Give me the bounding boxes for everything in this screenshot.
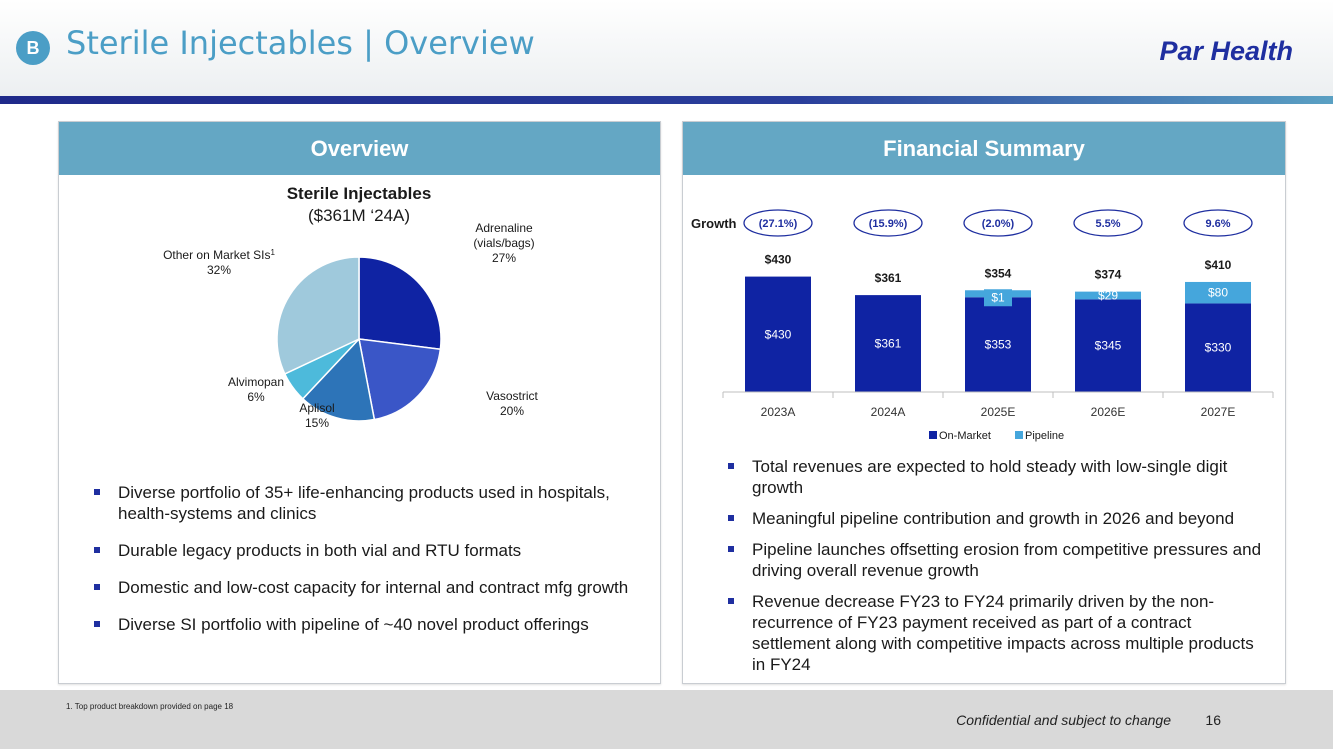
growth-oval-2023A: [743, 209, 813, 237]
growth-oval-2024A: [853, 209, 923, 237]
bar-pipeline-2026E: [1075, 291, 1141, 300]
financial-bullet-2: Meaningful pipeline contribution and gro…: [726, 508, 1271, 529]
growth-value-2027E: 9.6%: [1205, 218, 1230, 230]
growth-value-2024A: (15.9%): [869, 218, 908, 230]
growth-value-2025E: (2.0%): [982, 218, 1015, 230]
page-title: Sterile Injectables | Overview: [66, 24, 535, 62]
bar-total-2027E: $410: [1205, 258, 1232, 272]
page-number: 16: [1205, 712, 1221, 728]
pie-label-1: Adrenaline (vials/bags) 27%: [473, 221, 534, 265]
portfolio-pie-chart: Sterile Injectables ($361M ‘24A) Adrenal…: [163, 184, 538, 430]
bar-on-market-2026E: [1075, 299, 1141, 392]
bar-pipeline-label-bg-2025E: [984, 289, 1012, 307]
financial-bullets: Total revenues are expected to hold stea…: [726, 456, 1271, 685]
header-divider: [0, 96, 1333, 104]
bar-on-market-2023A: [745, 276, 811, 392]
financial-panel: Financial Summary Growth (27.1%) (15.9%) (…: [682, 121, 1286, 684]
bar-total-2024A: $361: [875, 271, 902, 285]
pie-label-2: Vasostrict 20%: [486, 389, 538, 418]
pie-slice-5: [276, 256, 360, 375]
x-tick-label-2024A: 2024A: [871, 405, 906, 419]
growth-oval-2027E: [1183, 209, 1253, 237]
legend-label-1: On-Market: [939, 430, 991, 442]
growth-label: Growth: [691, 216, 737, 231]
bar-label-on-market-2026E: $345: [1095, 339, 1122, 353]
growth-value-2023A: (27.1%): [759, 218, 798, 230]
growth-oval-2026E: [1073, 209, 1143, 237]
legend-swatch-2: [1015, 431, 1023, 439]
pie-slice-3: [301, 337, 376, 422]
bar-label-on-market-2023A: $430: [765, 327, 792, 341]
footer: 1. Top product breakdown provided on pag…: [0, 690, 1333, 749]
overview-bullet-3: Domestic and low-cost capacity for inter…: [92, 577, 637, 598]
bar-label-on-market-2024A: $361: [875, 337, 902, 351]
x-tick-label-2027E: 2027E: [1201, 405, 1236, 419]
pie-slice-2: [358, 338, 442, 421]
brand-logo: Par Health: [1159, 36, 1293, 66]
bar-label-pipeline-2026E: $29: [1098, 289, 1118, 303]
bar-total-2026E: $374: [1095, 268, 1122, 282]
footnote: 1. Top product breakdown provided on pag…: [66, 702, 234, 711]
financial-bullet-3: Pipeline launches offsetting erosion fro…: [726, 539, 1271, 581]
pie-title: Sterile Injectables: [287, 184, 432, 203]
overview-bullets: Diverse portfolio of 35+ life-enhancing …: [92, 482, 637, 651]
bar-label-pipeline-2027E: $80: [1208, 286, 1228, 300]
pie-slice-1: [358, 256, 442, 351]
bar-label-pipeline-2025E: $1: [991, 290, 1005, 304]
bar-label-on-market-2027E: $330: [1205, 341, 1232, 355]
bar-on-market-2024A: [855, 295, 921, 392]
bar-pipeline-2027E: [1185, 281, 1251, 304]
pie-label-4: Alvimopan 6%: [228, 375, 284, 404]
bar-total-2023A: $430: [765, 253, 792, 267]
growth-value-2026E: 5.5%: [1095, 218, 1120, 230]
overview-bullet-2: Durable legacy products in both vial and…: [92, 540, 637, 561]
overview-heading: Overview: [59, 122, 660, 175]
confidential-note: Confidential and subject to change: [956, 712, 1171, 728]
financial-heading: Financial Summary: [683, 122, 1285, 175]
financial-bullet-4: Revenue decrease FY23 to FY24 primarily …: [726, 591, 1271, 675]
overview-bullet-4: Diverse SI portfolio with pipeline of ~4…: [92, 614, 637, 635]
bar-on-market-2027E: [1185, 303, 1251, 392]
pie-label-3: Aplisol 15%: [299, 401, 334, 430]
x-tick-label-2023A: 2023A: [761, 405, 796, 419]
x-tick-label-2026E: 2026E: [1091, 405, 1126, 419]
financial-bullet-1: Total revenues are expected to hold stea…: [726, 456, 1271, 498]
x-tick-label-2025E: 2025E: [981, 405, 1016, 419]
overview-bullet-1: Diverse portfolio of 35+ life-enhancing …: [92, 482, 637, 524]
legend-swatch-1: [929, 431, 937, 439]
revenue-bar-chart: Growth (27.1%) (15.9%) (2.0%) 5.5% 9.6% $430…: [691, 209, 1274, 442]
pie-subtitle: ($361M ‘24A): [308, 206, 410, 225]
growth-oval-2025E: [963, 209, 1033, 237]
pie-label-5: Other on Market SIs1 32%: [163, 248, 275, 278]
bar-on-market-2025E: [965, 297, 1031, 392]
bar-label-on-market-2025E: $353: [985, 338, 1012, 352]
legend-label-2: Pipeline: [1025, 430, 1064, 442]
overview-panel: Overview Sterile Injectables ($361M ‘24A…: [58, 121, 661, 684]
section-badge: B: [16, 31, 50, 65]
bar-total-2025E: $354: [985, 266, 1012, 280]
header-band: B Sterile Injectables | Overview Par Hea…: [0, 0, 1333, 96]
